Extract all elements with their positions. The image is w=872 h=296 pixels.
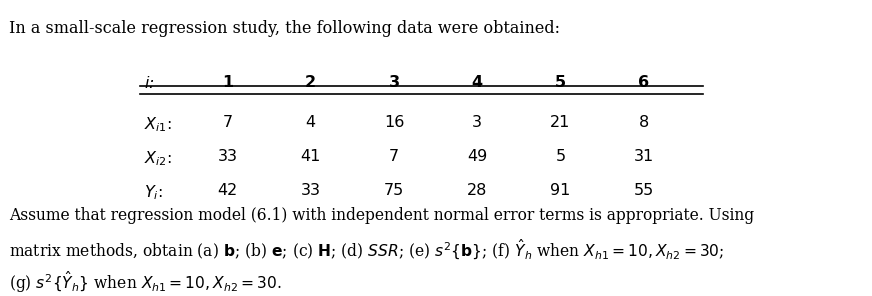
Text: 75: 75 <box>384 183 404 198</box>
Text: 7: 7 <box>389 149 399 164</box>
Text: $Y_{i}$:: $Y_{i}$: <box>144 183 163 202</box>
Text: 31: 31 <box>634 149 654 164</box>
Text: $X_{i2}$:: $X_{i2}$: <box>144 149 172 168</box>
Text: 5: 5 <box>555 75 566 90</box>
Text: 4: 4 <box>306 115 316 130</box>
Text: 6: 6 <box>638 75 650 90</box>
Text: 8: 8 <box>638 115 649 130</box>
Text: $X_{i1}$:: $X_{i1}$: <box>144 115 172 134</box>
Text: 1: 1 <box>221 75 233 90</box>
Text: matrix methods, obtain (a) $\mathbf{b}$; (b) $\mathbf{e}$; (c) $\mathbf{H}$; (d): matrix methods, obtain (a) $\mathbf{b}$;… <box>10 238 725 263</box>
Text: 2: 2 <box>305 75 317 90</box>
Text: 49: 49 <box>467 149 487 164</box>
Text: 33: 33 <box>301 183 321 198</box>
Text: $i$:: $i$: <box>144 75 154 91</box>
Text: 3: 3 <box>473 115 482 130</box>
Text: 55: 55 <box>634 183 654 198</box>
Text: In a small-scale regression study, the following data were obtained:: In a small-scale regression study, the f… <box>10 20 561 37</box>
Text: 4: 4 <box>472 75 483 90</box>
Text: 16: 16 <box>384 115 405 130</box>
Text: (g) $s^2\{\hat{Y}_h\}$ when $X_{h1} = 10, X_{h2} = 30$.: (g) $s^2\{\hat{Y}_h\}$ when $X_{h1} = 10… <box>10 269 282 295</box>
Text: 28: 28 <box>467 183 487 198</box>
Text: 5: 5 <box>555 149 566 164</box>
Text: Assume that regression model (6.1) with independent normal error terms is approp: Assume that regression model (6.1) with … <box>10 207 754 224</box>
Text: 33: 33 <box>217 149 237 164</box>
Text: 91: 91 <box>550 183 571 198</box>
Text: 42: 42 <box>217 183 237 198</box>
Text: 7: 7 <box>222 115 233 130</box>
Text: 3: 3 <box>388 75 399 90</box>
Text: 41: 41 <box>301 149 321 164</box>
Text: 21: 21 <box>550 115 571 130</box>
